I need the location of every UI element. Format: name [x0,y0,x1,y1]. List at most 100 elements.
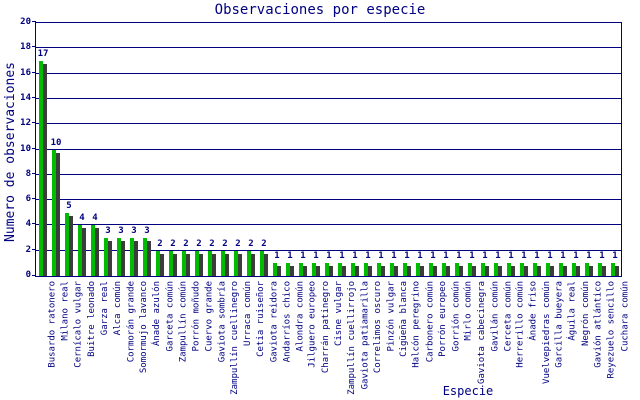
bar-shadow [303,266,307,276]
y-tick-mark [32,172,36,174]
bar-shadow [108,241,112,276]
bar [312,263,316,276]
x-tick-label: Alca común [113,281,123,336]
bar-value-label: 2 [222,238,228,249]
bar-value-label: 1 [274,251,280,262]
bar-value-label: 1 [365,251,371,262]
bar-shadow [147,241,151,276]
bar [572,263,576,276]
gridline [36,123,621,125]
bar-value-label: 1 [456,251,462,262]
bar [260,250,264,276]
gridline [36,148,621,150]
bar [403,263,407,276]
gridline [36,47,621,49]
bar [520,263,524,276]
bar-shadow [485,266,489,276]
bar-value-label: 1 [599,251,605,262]
y-tick-mark [32,223,36,225]
bar [533,263,537,276]
bar-value-label: 1 [378,251,384,262]
bar [442,263,446,276]
bar-value-label: 1 [430,251,436,262]
x-tick-label: Jilguero europeo [308,281,318,368]
y-tick-mark [32,21,36,22]
bar-shadow [576,266,580,276]
bar-value-label: 1 [508,251,514,262]
bar [104,238,108,276]
bar-shadow [355,266,359,276]
bar-shadow [251,253,255,276]
bar-value-label: 5 [66,200,72,211]
bar-shadow [290,266,294,276]
y-tick-mark [32,198,36,200]
bar-shadow [173,253,177,276]
bar [91,225,95,276]
y-tick-label: 16 [20,67,31,78]
y-tick-label: 4 [25,219,31,230]
bar [156,250,160,276]
bar-value-label: 1 [495,251,501,262]
bar-shadow [264,253,268,276]
x-tick-label: Herrerillo común [516,281,526,368]
bar-value-label: 2 [235,238,241,249]
bar-shadow [121,241,125,276]
x-tick-label: Urraca común [243,281,253,347]
x-tick-label: Gaviota cabecinegra [477,281,487,384]
gridline [36,224,621,226]
x-tick-label: Porrón europeo [438,281,448,357]
y-tick-mark [32,275,36,276]
x-tick-label: Cernícalo vulgar [74,281,84,368]
bar-value-label: 1 [417,251,423,262]
y-tick-label: 18 [20,42,31,53]
bar [234,250,238,276]
gridline [36,173,621,175]
bar [390,263,394,276]
x-tick-label: Negrón común [581,281,591,347]
bar [351,263,355,276]
bar [299,263,303,276]
x-tick-label: Garza real [100,281,110,336]
x-tick-label: Reyezuelo sencillo [607,281,617,379]
y-tick-label: 6 [25,194,31,205]
x-axis-title: Especie [442,384,494,398]
bar-value-label: 1 [404,251,410,262]
bar-value-label: 1 [586,251,592,262]
bar-value-label: 1 [391,251,397,262]
bar-value-label: 10 [50,137,62,148]
bar-value-label: 17 [37,48,49,59]
x-tick-label: Cetia ruiseñor [256,281,266,357]
bar [611,263,615,276]
x-tick-label: Garceta común [165,281,175,352]
bar-shadow [420,266,424,276]
y-tick-label: 0 [25,270,31,280]
bar [455,263,459,276]
gridline [36,97,621,99]
bar-shadow [459,266,463,276]
bar [182,250,186,276]
x-tick-label: Zampullín cuellirrojo [347,281,357,395]
x-tick-label: Cormorán grande [126,281,136,363]
bar [481,263,485,276]
y-tick-mark [32,147,36,149]
x-tick-label: Vuelvepiedras común [542,281,552,384]
bar [143,238,147,276]
bar-value-label: 3 [105,226,111,237]
x-tick-label: Cuervo grande [204,281,214,352]
bar-value-label: 4 [92,213,98,224]
bar [130,238,134,276]
bar-shadow [56,152,60,276]
bar [468,263,472,276]
x-tick-label: Cisne vulgar [334,281,344,347]
x-tick-label: Busardo ratonero [48,281,58,368]
bar [546,263,550,276]
x-tick-label: Charrán patinegro [321,281,331,374]
bar-shadow [316,266,320,276]
gridline [36,72,621,74]
bar-shadow [329,266,333,276]
bar-value-label: 1 [313,251,319,262]
bar-shadow [95,228,99,276]
bar-shadow [550,266,554,276]
bar-shadow [199,253,203,276]
x-tick-label: Garcilla bueyera [555,281,565,368]
